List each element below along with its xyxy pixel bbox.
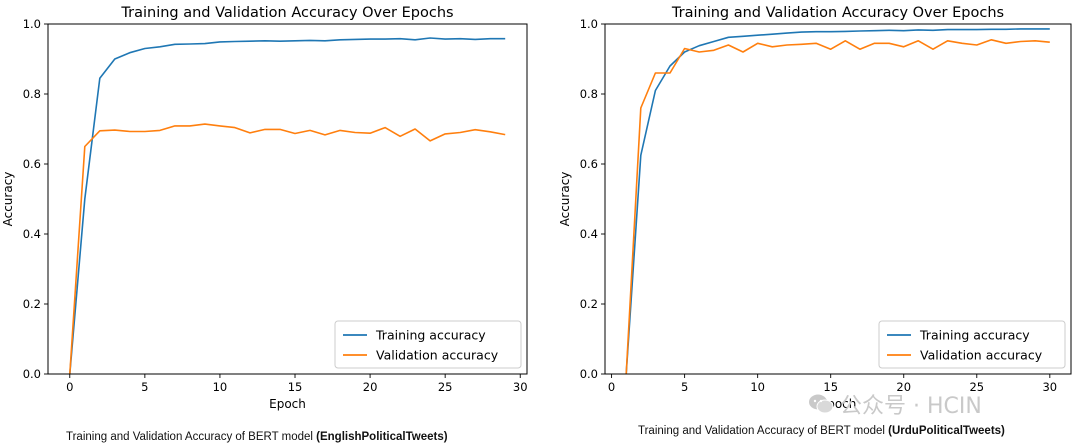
chart-left: Training and Validation Accuracy Over Ep… (1, 5, 528, 411)
x-axis-label: Epoch (269, 397, 306, 411)
watermark-text: 公众号 · HCIN (840, 394, 982, 419)
y-tick-label: 0.0 (580, 367, 598, 381)
series-line-training (69, 37, 506, 375)
chart-title: Training and Validation Accuracy Over Ep… (671, 5, 1004, 21)
x-tick-label: 15 (288, 380, 303, 394)
series-line-validation (625, 38, 1050, 375)
x-tick-label: 30 (1042, 380, 1057, 394)
caption-left: Training and Validation Accuracy of BERT… (66, 431, 448, 443)
x-tick-label: 20 (363, 380, 378, 394)
watermark: 公众号 · HCIN (808, 388, 982, 420)
y-tick-label: 0.4 (23, 227, 41, 241)
x-tick-label: 25 (438, 380, 453, 394)
x-tick-label: 25 (969, 380, 984, 394)
series-line-training (625, 28, 1050, 375)
wechat-icon (809, 394, 834, 414)
y-tick-label: 1.0 (580, 17, 598, 31)
caption-left-text: Training and Validation Accuracy of BERT… (66, 431, 317, 443)
y-tick-label: 0.6 (23, 157, 41, 171)
legend-box (334, 320, 522, 369)
x-tick-label: 30 (513, 380, 528, 394)
legend-label: Validation accuracy (920, 348, 1043, 363)
plot-frame (47, 23, 528, 375)
x-tick-label: 20 (896, 380, 911, 394)
y-tick-label: 1.0 (23, 17, 41, 31)
legend-box (878, 320, 1066, 369)
x-tick-label: 5 (141, 380, 148, 394)
y-tick-label: 0.4 (580, 227, 598, 241)
y-tick-label: 0.8 (23, 87, 41, 101)
series-line-validation (69, 123, 506, 375)
y-tick-label: 0.2 (23, 297, 41, 311)
plot-frame (604, 23, 1072, 375)
x-tick-label: 0 (66, 380, 73, 394)
legend: Training accuracy Validation accuracy (878, 320, 1066, 369)
x-tick-label: 5 (681, 380, 688, 394)
chart-title: Training and Validation Accuracy Over Ep… (120, 5, 453, 21)
y-tick-label: 0.8 (580, 87, 598, 101)
caption-right-text: Training and Validation Accuracy of BERT… (638, 425, 889, 437)
legend-label: Training accuracy (375, 328, 486, 343)
y-axis-label: Accuracy (1, 172, 15, 227)
x-tick-label: 10 (750, 380, 765, 394)
x-tick-label: 0 (608, 380, 615, 394)
y-tick-label: 0.2 (580, 297, 598, 311)
y-tick-label: 0.0 (23, 367, 41, 381)
caption-right-dataset: (UrduPoliticalTweets) (888, 425, 1005, 437)
x-tick-label: 10 (213, 380, 228, 394)
y-axis-label: Accuracy (558, 172, 572, 227)
caption-right: Training and Validation Accuracy of BERT… (638, 425, 1005, 437)
legend-label: Training accuracy (919, 328, 1030, 343)
caption-left-dataset: (EnglishPoliticalTweets) (316, 431, 448, 443)
legend-label: Validation accuracy (376, 348, 499, 363)
x-tick-label: 15 (823, 380, 838, 394)
chart-right: Training and Validation Accuracy Over Ep… (558, 5, 1072, 411)
legend: Training accuracy Validation accuracy (334, 320, 522, 369)
y-tick-label: 0.6 (580, 157, 598, 171)
